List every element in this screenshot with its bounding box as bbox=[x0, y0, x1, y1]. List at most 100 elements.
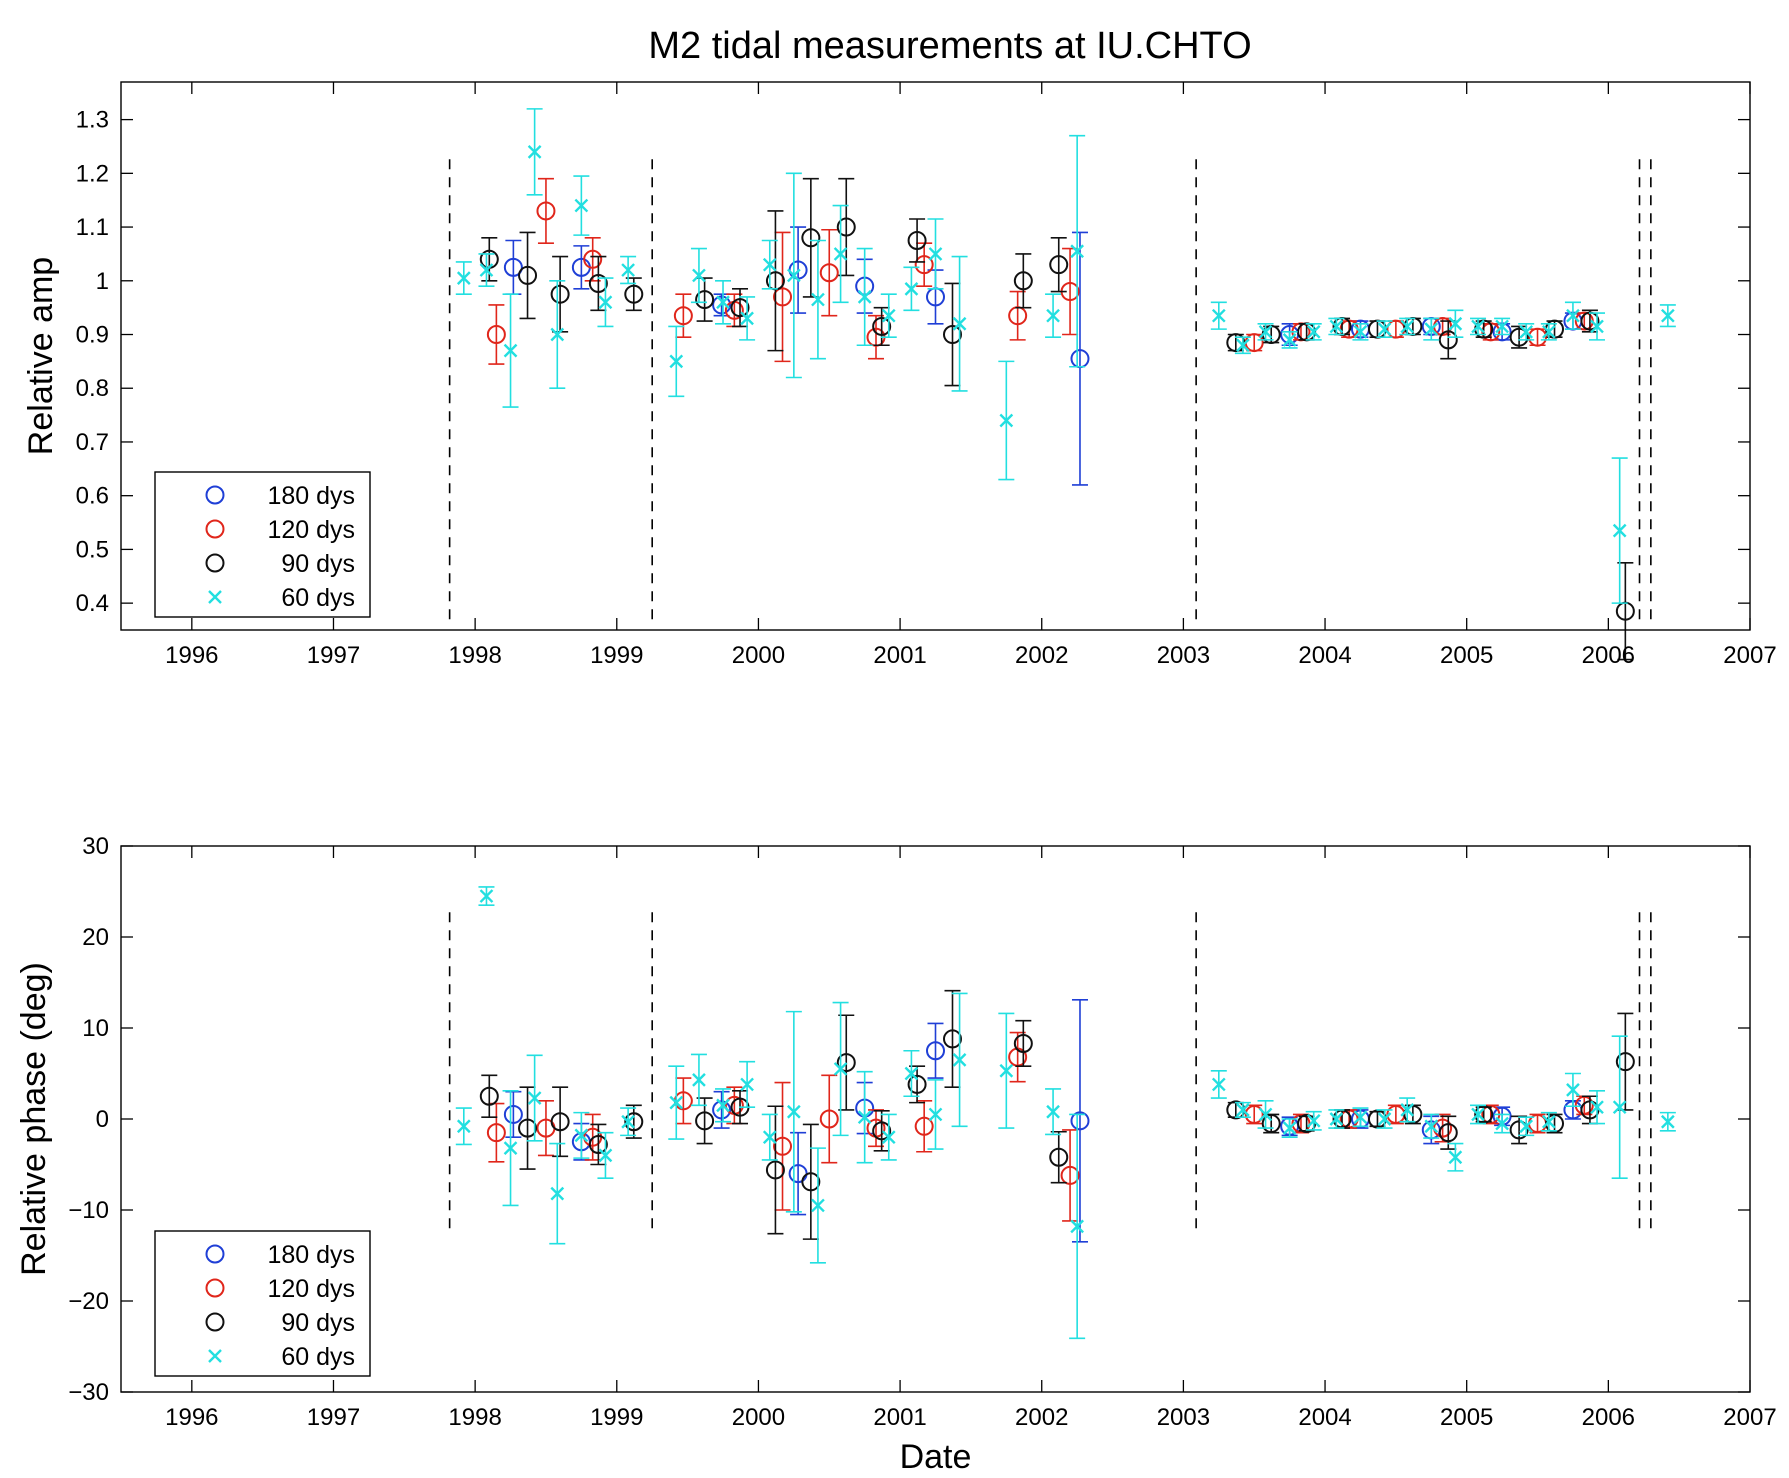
data-point bbox=[695, 290, 715, 310]
y-tick-label: 30 bbox=[82, 833, 109, 860]
data-point bbox=[518, 265, 538, 285]
y-tick-label: −10 bbox=[68, 1197, 109, 1224]
error-bar bbox=[519, 231, 536, 320]
series-90-dys bbox=[479, 177, 1635, 661]
data-point bbox=[1509, 1120, 1529, 1140]
data-point bbox=[692, 1073, 706, 1087]
data-point bbox=[907, 1074, 927, 1094]
data-point bbox=[574, 198, 589, 213]
error-bar bbox=[1062, 1129, 1079, 1222]
error-bar bbox=[802, 1123, 819, 1240]
x-axis-title: Date bbox=[900, 1438, 972, 1476]
data-point bbox=[904, 281, 919, 296]
data-point bbox=[518, 1118, 538, 1138]
data-point bbox=[1211, 308, 1226, 323]
data-point bbox=[1448, 1150, 1463, 1165]
data-point bbox=[952, 1053, 967, 1067]
y-tick-label: 20 bbox=[82, 924, 109, 951]
data-point bbox=[1438, 1123, 1458, 1143]
data-point bbox=[1070, 244, 1084, 259]
error-bar bbox=[821, 228, 838, 317]
error-bar bbox=[552, 255, 569, 333]
data-point bbox=[479, 1086, 499, 1106]
data-point bbox=[819, 263, 839, 283]
y-tick-label: 0.6 bbox=[76, 483, 109, 510]
data-point bbox=[952, 316, 967, 331]
data-point bbox=[1013, 1033, 1033, 1053]
data-point bbox=[811, 292, 825, 307]
data-point bbox=[1660, 1114, 1675, 1129]
x-tick-label: 1996 bbox=[165, 642, 218, 669]
data-point bbox=[1353, 1110, 1368, 1125]
series-120-dys bbox=[486, 1031, 1594, 1222]
x-tick-label: 2001 bbox=[873, 1404, 926, 1431]
data-point bbox=[583, 249, 603, 269]
y-tick-label: 0.7 bbox=[76, 429, 109, 456]
data-point bbox=[716, 295, 730, 310]
error-bar bbox=[1071, 231, 1088, 486]
data-point bbox=[1566, 308, 1580, 323]
data-point bbox=[801, 1172, 821, 1192]
error-bar bbox=[481, 1074, 498, 1118]
error-bar bbox=[909, 218, 926, 263]
y-tick-label: −30 bbox=[68, 1379, 109, 1406]
legend-label: 120 dys bbox=[267, 1275, 355, 1303]
data-point bbox=[712, 295, 732, 315]
y-tick-label: −20 bbox=[68, 1288, 109, 1315]
data-point bbox=[1070, 1111, 1090, 1131]
data-point bbox=[833, 247, 848, 261]
data-point bbox=[1509, 327, 1529, 347]
data-point bbox=[1377, 322, 1392, 336]
error-bar bbox=[590, 1123, 607, 1166]
amplitude-panel: 1996 1997 1998 1999 2000 2001 2002 2003 2004 2005… bbox=[22, 81, 1777, 669]
data-point bbox=[588, 273, 608, 293]
data-point bbox=[914, 1116, 934, 1136]
legend-label: 180 dys bbox=[267, 1241, 355, 1269]
data-point bbox=[833, 1062, 848, 1076]
data-point bbox=[928, 1107, 943, 1122]
data-point bbox=[1400, 319, 1415, 334]
data-point bbox=[624, 1112, 644, 1132]
data-point bbox=[928, 247, 943, 261]
data-point bbox=[904, 1066, 919, 1081]
data-point bbox=[716, 1098, 730, 1113]
data-point bbox=[1261, 1114, 1281, 1134]
data-point bbox=[762, 1130, 777, 1145]
data-point bbox=[1615, 1052, 1635, 1072]
error-bar bbox=[767, 1105, 784, 1235]
x-tick-label: 1998 bbox=[448, 1404, 501, 1431]
data-point bbox=[456, 1119, 471, 1134]
x-tick-label: 2004 bbox=[1298, 642, 1351, 669]
data-point bbox=[1448, 316, 1463, 331]
data-point bbox=[1306, 1113, 1321, 1128]
data-point bbox=[819, 1109, 839, 1129]
data-point bbox=[1070, 1219, 1084, 1234]
x-tick-label: 2002 bbox=[1015, 1404, 1068, 1431]
data-point bbox=[695, 1111, 715, 1131]
error-bar bbox=[944, 282, 961, 387]
legend-marker bbox=[205, 1312, 225, 1332]
data-point bbox=[907, 230, 927, 250]
error-bar bbox=[927, 1022, 944, 1079]
error-bar bbox=[573, 245, 590, 290]
legend: 180 dys 120 dys 90 dys 60 dys bbox=[154, 471, 371, 618]
x-tick-label: 2006 bbox=[1582, 642, 1635, 669]
legend-item: 90 dys bbox=[205, 1309, 355, 1337]
figure-title: M2 tidal measurements at IU.CHTO bbox=[648, 25, 1251, 67]
data-point bbox=[765, 1160, 785, 1180]
data-point bbox=[786, 268, 801, 283]
data-point bbox=[786, 1104, 801, 1119]
y-tick-label: 10 bbox=[82, 1015, 109, 1042]
data-point bbox=[1612, 1100, 1627, 1115]
legend-marker bbox=[205, 553, 225, 573]
data-point bbox=[999, 413, 1014, 428]
data-point bbox=[712, 1100, 732, 1120]
error-bar bbox=[1050, 237, 1067, 293]
data-point bbox=[503, 343, 518, 358]
x-tick-label: 2007 bbox=[1723, 642, 1776, 669]
error-bar bbox=[1511, 325, 1528, 349]
x-tick-label: 2000 bbox=[732, 642, 785, 669]
data-point bbox=[1542, 1114, 1556, 1129]
axes-frame bbox=[120, 81, 1751, 631]
error-bar bbox=[1071, 998, 1088, 1243]
